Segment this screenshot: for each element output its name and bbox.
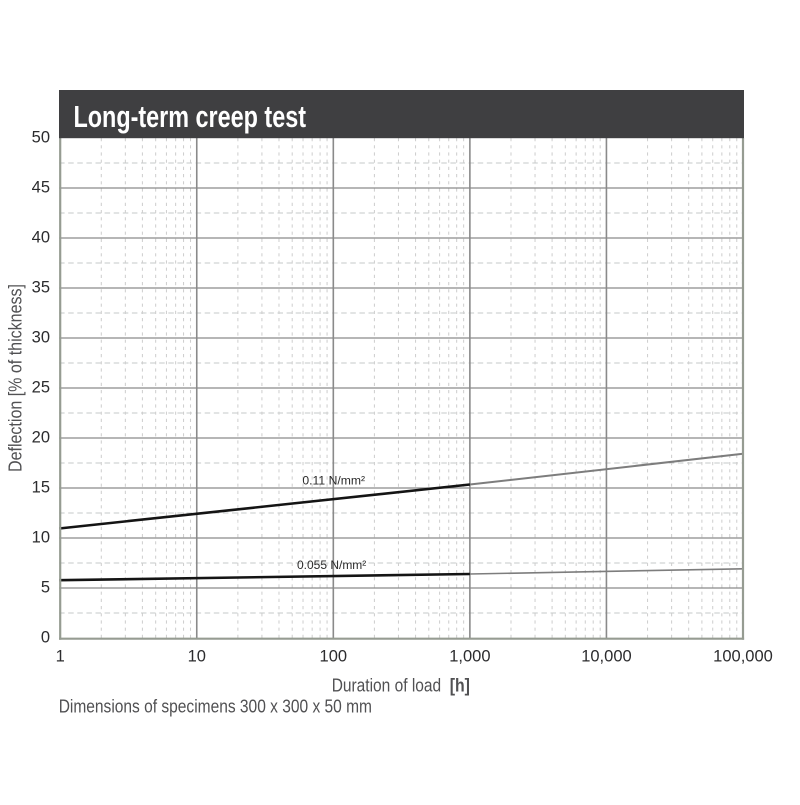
svg-text:0: 0 xyxy=(41,629,50,647)
svg-text:5: 5 xyxy=(41,579,50,597)
svg-text:100: 100 xyxy=(320,648,348,666)
svg-text:0.11 N/mm²: 0.11 N/mm² xyxy=(302,474,365,488)
svg-text:35: 35 xyxy=(32,279,50,297)
svg-text:1,000: 1,000 xyxy=(449,648,490,666)
svg-text:Dimensions of specimens 300 x: Dimensions of specimens 300 x 300 x 50 m… xyxy=(59,697,372,717)
svg-text:20: 20 xyxy=(32,429,50,447)
svg-text:10: 10 xyxy=(32,529,50,547)
svg-text:100,000: 100,000 xyxy=(713,648,773,666)
svg-text:[h]: [h] xyxy=(450,676,470,696)
svg-text:40: 40 xyxy=(32,229,50,247)
svg-text:30: 30 xyxy=(32,329,50,347)
svg-text:Deflection [% of thickness]: Deflection [% of thickness] xyxy=(6,284,26,472)
svg-text:10,000: 10,000 xyxy=(581,648,631,666)
svg-text:Long-term creep test: Long-term creep test xyxy=(74,100,307,134)
svg-text:50: 50 xyxy=(32,129,50,147)
svg-text:10: 10 xyxy=(188,648,206,666)
svg-text:15: 15 xyxy=(32,479,50,497)
svg-text:Duration of load: Duration of load xyxy=(332,676,442,696)
svg-text:1: 1 xyxy=(56,648,65,666)
svg-text:45: 45 xyxy=(32,179,50,197)
svg-text:25: 25 xyxy=(32,379,50,397)
svg-text:0.055 N/mm²: 0.055 N/mm² xyxy=(297,558,366,572)
